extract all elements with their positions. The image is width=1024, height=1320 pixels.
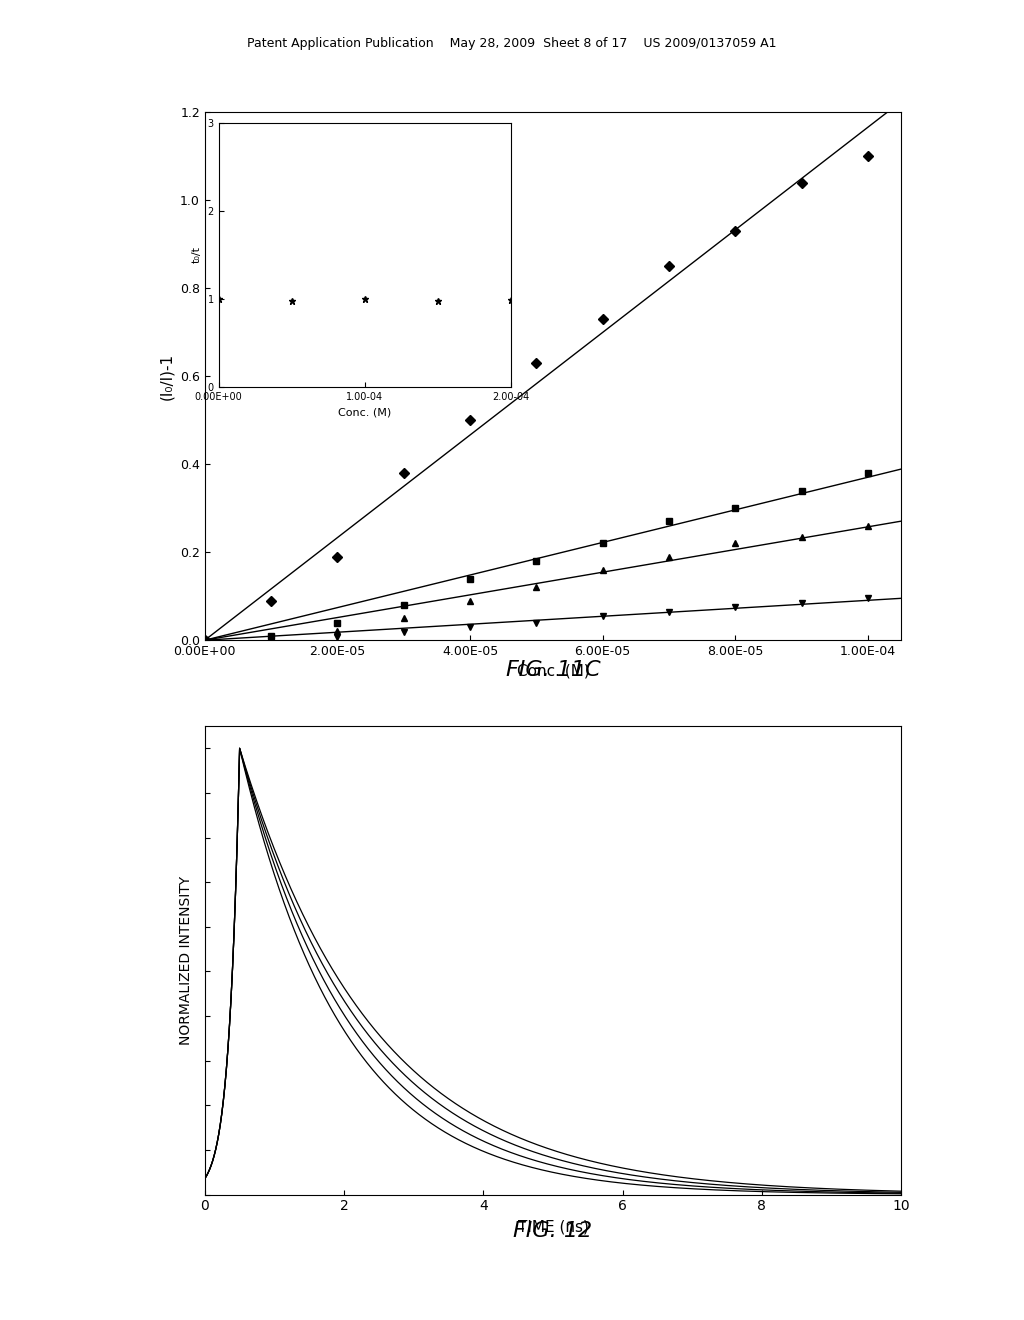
Y-axis label: (I₀/I)-1: (I₀/I)-1 <box>160 352 174 400</box>
X-axis label: TIME (ns): TIME (ns) <box>517 1218 589 1234</box>
X-axis label: Conc. (M): Conc. (M) <box>516 664 590 678</box>
Y-axis label: NORMALIZED INTENSITY: NORMALIZED INTENSITY <box>179 875 193 1045</box>
Text: FIG. 11C: FIG. 11C <box>506 660 600 680</box>
Text: FIG. 12: FIG. 12 <box>513 1221 593 1241</box>
Text: Patent Application Publication    May 28, 2009  Sheet 8 of 17    US 2009/0137059: Patent Application Publication May 28, 2… <box>247 37 777 50</box>
